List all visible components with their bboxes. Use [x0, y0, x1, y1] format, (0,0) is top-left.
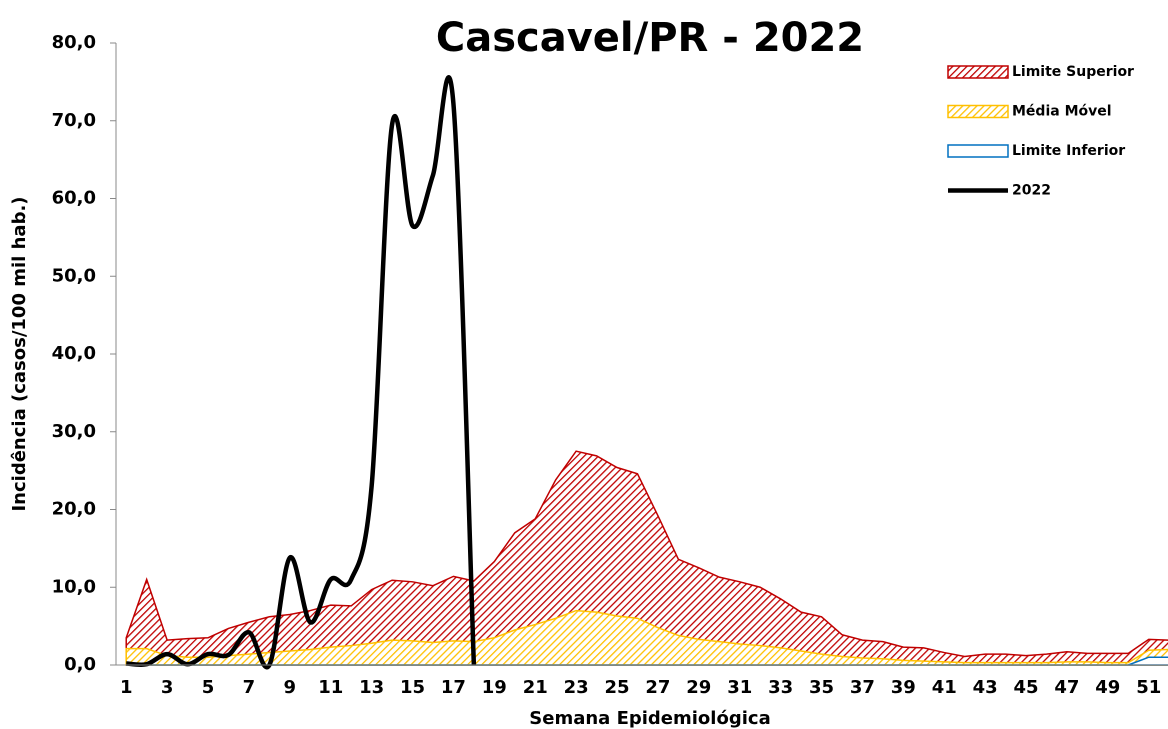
x-tick-label: 25	[604, 677, 629, 698]
legend-label: 2022	[1012, 183, 1051, 199]
y-tick-label: 70,0	[52, 110, 96, 131]
y-tick-label: 10,0	[52, 576, 96, 597]
x-tick-label: 31	[727, 677, 752, 698]
x-tick-label: 7	[243, 677, 256, 698]
x-tick-label: 21	[523, 677, 548, 698]
x-tick-label: 3	[161, 677, 174, 698]
legend-swatch	[947, 104, 1009, 119]
y-tick-label: 0,0	[64, 654, 96, 675]
x-tick-label: 39	[891, 677, 916, 698]
y-axis-label: Incidência (casos/100 mil hab.)	[9, 196, 30, 511]
x-tick-label: 47	[1054, 677, 1079, 698]
x-tick-label: 13	[359, 677, 384, 698]
x-tick-label: 15	[400, 677, 425, 698]
x-tick-label: 45	[1013, 677, 1038, 698]
x-tick-label: 51	[1136, 677, 1161, 698]
x-tick-label: 33	[768, 677, 793, 698]
x-tick-label: 5	[202, 677, 215, 698]
x-tick-label: 27	[645, 677, 670, 698]
x-tick-label: 41	[932, 677, 957, 698]
y-tick-label: 80,0	[52, 32, 96, 53]
legend-label: Média Móvel	[1012, 104, 1112, 120]
legend-swatch	[947, 65, 1009, 79]
area	[125, 450, 1168, 666]
x-tick-label: 9	[284, 677, 297, 698]
x-axis-label: Semana Epidemiológica	[529, 708, 770, 729]
legend-swatch	[947, 144, 1009, 158]
x-tick-label: 23	[564, 677, 589, 698]
plot-area	[125, 75, 1168, 670]
x-tick-label: 1	[120, 677, 133, 698]
y-tick-label: 50,0	[52, 265, 96, 286]
x-tick-label: 49	[1095, 677, 1120, 698]
x-tick-label: 19	[482, 677, 507, 698]
x-tick-label: 17	[441, 677, 466, 698]
y-tick-label: 60,0	[52, 188, 96, 209]
legend-label: Limite Inferior	[1012, 143, 1125, 159]
area	[125, 609, 1168, 666]
y-tick-label: 30,0	[52, 421, 96, 442]
x-tick-label: 29	[686, 677, 711, 698]
x-tick-label: 35	[809, 677, 834, 698]
legend-label: Limite Superior	[1012, 64, 1134, 80]
chart-title: Cascavel/PR - 2022	[436, 15, 864, 61]
x-tick-label: 37	[850, 677, 875, 698]
y-tick-label: 20,0	[52, 499, 96, 520]
line	[126, 75, 477, 670]
x-tick-label: 43	[973, 677, 998, 698]
legend: Limite Superior Média Móvel Limite Inferio…	[947, 64, 1134, 199]
x-tick-label: 11	[318, 677, 343, 698]
y-tick-label: 40,0	[52, 343, 96, 364]
